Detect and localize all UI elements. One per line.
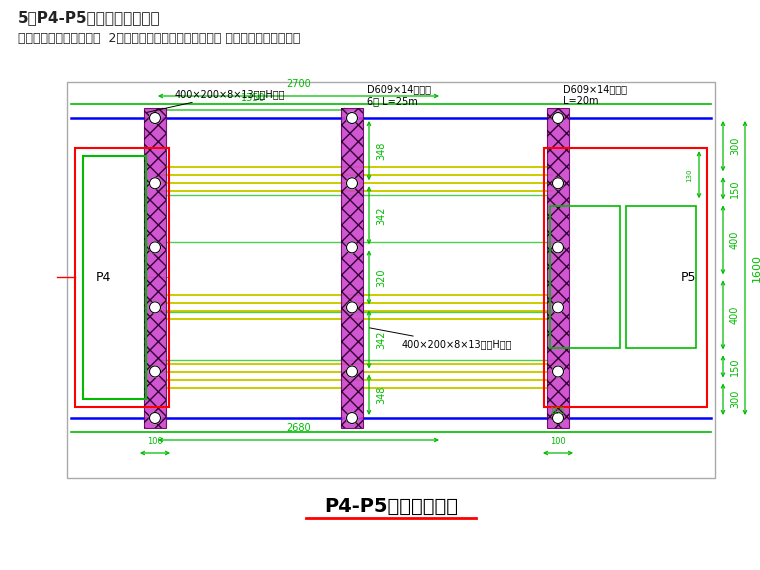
Bar [547, 108, 569, 428]
Text: 300: 300 [730, 390, 740, 409]
Circle shape [553, 242, 563, 253]
Circle shape [347, 178, 357, 189]
Text: L=20m: L=20m [563, 96, 599, 106]
Text: 348: 348 [376, 385, 386, 404]
Text: 1350: 1350 [241, 93, 266, 103]
Circle shape [347, 112, 357, 124]
Text: 348: 348 [376, 141, 386, 160]
Text: 100: 100 [147, 437, 163, 446]
Circle shape [150, 366, 160, 377]
Bar [75, 148, 169, 406]
Circle shape [347, 302, 357, 313]
Circle shape [150, 302, 160, 313]
Text: D609×14鑉管桩: D609×14鑉管桩 [367, 84, 431, 94]
Text: 130: 130 [686, 168, 692, 181]
Circle shape [150, 178, 160, 189]
Text: 1600: 1600 [752, 254, 760, 282]
Bar [547, 108, 569, 428]
Text: 300: 300 [730, 137, 740, 155]
Text: P5: P5 [681, 271, 697, 284]
Circle shape [553, 178, 563, 189]
Circle shape [553, 112, 563, 124]
Circle shape [553, 413, 563, 424]
Text: 165: 165 [549, 408, 565, 417]
Text: 150: 150 [730, 357, 740, 376]
Bar [67, 82, 715, 478]
Circle shape [347, 413, 357, 424]
Text: 2700: 2700 [286, 79, 311, 89]
Circle shape [150, 242, 160, 253]
Bar [144, 108, 166, 428]
Circle shape [553, 366, 563, 377]
Bar [144, 108, 166, 428]
Text: 每个承台每侧布置钉管桩  2根个，受力取上述模型支座反力 ，具体布置形式如下：: 每个承台每侧布置钉管桩 2根个，受力取上述模型支座反力 ，具体布置形式如下： [18, 32, 300, 45]
Bar [544, 148, 707, 406]
Circle shape [347, 242, 357, 253]
Text: P4-P5筱梁支架平面: P4-P5筱梁支架平面 [324, 496, 458, 515]
Text: 342: 342 [376, 330, 386, 349]
Text: 400: 400 [730, 306, 740, 324]
Text: 320: 320 [376, 268, 386, 287]
Text: 342: 342 [376, 206, 386, 225]
Bar [550, 206, 620, 348]
Text: 2680: 2680 [287, 423, 311, 433]
Text: 150: 150 [730, 179, 740, 198]
Bar [341, 108, 363, 428]
Text: 100: 100 [550, 437, 566, 446]
Bar [341, 108, 363, 428]
Circle shape [347, 366, 357, 377]
Text: 400×200×8×13双拼H型钢: 400×200×8×13双拼H型钢 [369, 328, 512, 349]
Text: P4: P4 [96, 271, 111, 284]
Text: D609×14鑉管桩: D609×14鑉管桩 [563, 84, 627, 94]
Circle shape [150, 112, 160, 124]
Bar [83, 156, 146, 398]
Circle shape [553, 302, 563, 313]
Text: 6根 L=25m: 6根 L=25m [367, 96, 418, 106]
Circle shape [150, 413, 160, 424]
Text: 5、P4-P5跨跨中钉管桩验算: 5、P4-P5跨跨中钉管桩验算 [18, 10, 160, 25]
Text: 400: 400 [730, 231, 740, 249]
Text: 400×200×8×13双拼H型钢: 400×200×8×13双拼H型钢 [147, 89, 286, 112]
Bar [626, 206, 696, 348]
